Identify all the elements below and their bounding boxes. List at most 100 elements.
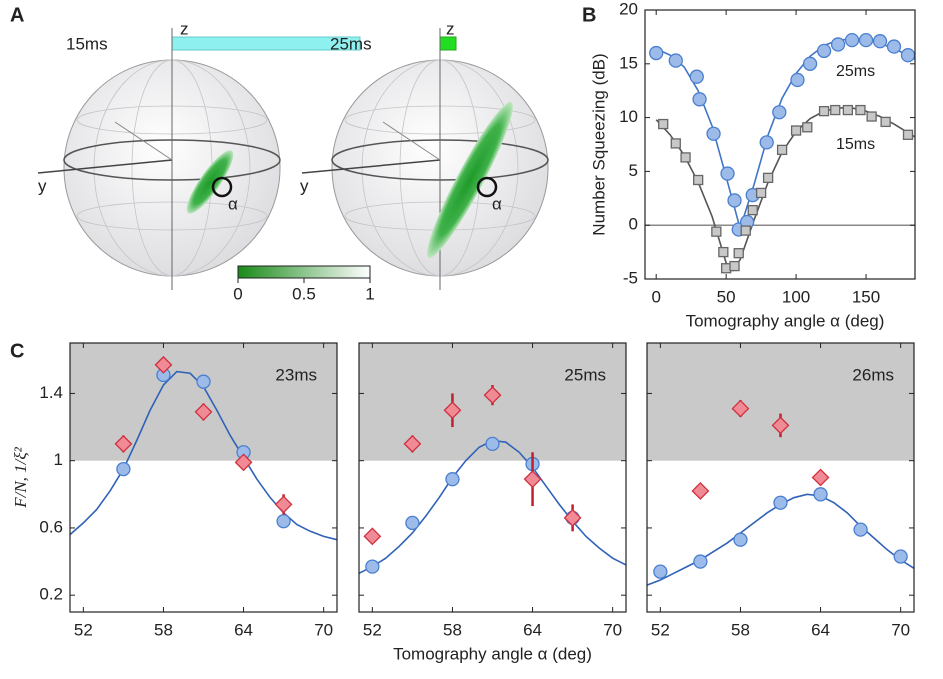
diamond-point bbox=[483, 386, 502, 405]
y-axis-label: F/N, 1/ξ² bbox=[11, 446, 30, 508]
circle-point bbox=[773, 495, 788, 510]
diamond-point bbox=[274, 495, 293, 514]
series-label: 15ms bbox=[836, 136, 875, 153]
circle-point bbox=[116, 461, 131, 477]
x-tick-label: 58 bbox=[443, 620, 462, 639]
shaded-region bbox=[70, 343, 337, 461]
circle-point bbox=[772, 105, 787, 120]
circle-point bbox=[893, 549, 908, 564]
x-tick-label: 52 bbox=[74, 620, 93, 639]
square-point bbox=[830, 104, 841, 116]
circle-point bbox=[886, 39, 902, 54]
y-tick-label: 10 bbox=[619, 107, 638, 126]
plot-frame bbox=[646, 342, 915, 613]
y-tick-label: 5 bbox=[629, 161, 638, 180]
time-label: 15ms bbox=[66, 34, 108, 53]
x-tick-label: 50 bbox=[717, 287, 736, 306]
fit-line bbox=[655, 107, 916, 272]
circle-point bbox=[759, 135, 774, 150]
diamond-point bbox=[731, 399, 750, 418]
circle-point bbox=[653, 564, 668, 579]
y-tick-label: -5 bbox=[623, 268, 638, 287]
y-tick-label: 0 bbox=[629, 215, 638, 234]
circle-point bbox=[816, 43, 832, 59]
fit-line bbox=[655, 38, 916, 232]
x-tick-label: 70 bbox=[314, 620, 333, 639]
circle-point bbox=[689, 69, 704, 84]
panel-label: B bbox=[582, 4, 596, 26]
x-tick-label: 52 bbox=[363, 620, 382, 639]
diamond-point bbox=[234, 453, 253, 472]
circle-point bbox=[668, 53, 683, 68]
circle-point bbox=[802, 56, 818, 71]
square-point bbox=[718, 246, 729, 258]
diamond-point bbox=[691, 482, 710, 500]
circle-point bbox=[872, 34, 888, 49]
y-tick-label: 1.4 bbox=[39, 383, 63, 402]
circle-point bbox=[405, 515, 420, 531]
circle-point bbox=[720, 166, 735, 181]
circle-point bbox=[365, 559, 380, 574]
circle-point bbox=[900, 48, 916, 63]
x-tick-label: 70 bbox=[891, 620, 910, 639]
x-tick-label: 58 bbox=[731, 620, 750, 639]
y-tick-label: 0.2 bbox=[39, 585, 63, 604]
square-point bbox=[842, 104, 853, 116]
panel-label: A bbox=[10, 4, 24, 26]
circle-point bbox=[853, 522, 868, 537]
subplot-title: 26ms bbox=[852, 365, 894, 384]
square-point bbox=[880, 116, 891, 128]
square-point bbox=[740, 225, 751, 236]
time-label: 25ms bbox=[330, 34, 372, 53]
circle-point bbox=[727, 193, 742, 208]
square-point bbox=[818, 105, 830, 117]
x-tick-label: 150 bbox=[852, 287, 880, 306]
diamond-point bbox=[771, 416, 790, 435]
plot-frame bbox=[644, 9, 916, 280]
shaded-region bbox=[647, 343, 914, 461]
diamond-point bbox=[811, 468, 830, 487]
diamond-point bbox=[114, 434, 133, 453]
x-tick-label: 0 bbox=[651, 287, 660, 306]
y-tick-label: 20 bbox=[619, 0, 638, 18]
square-point bbox=[670, 138, 681, 149]
colorbar-tick-label: 1 bbox=[365, 284, 374, 303]
square-point bbox=[680, 152, 691, 163]
y-axis-label: Number Squeezing (dB) bbox=[589, 53, 608, 235]
square-point bbox=[658, 118, 669, 130]
diamond-point bbox=[563, 508, 582, 527]
square-point bbox=[711, 226, 722, 237]
circle-point bbox=[693, 554, 708, 569]
diamond-point bbox=[154, 355, 173, 374]
colorbar bbox=[237, 265, 371, 279]
colorbar-tick-label: 0.5 bbox=[292, 284, 316, 303]
axis-label: z bbox=[446, 19, 455, 38]
y-tick-label: 1 bbox=[54, 450, 63, 469]
square-point bbox=[802, 122, 813, 133]
square-point bbox=[693, 174, 704, 186]
square-point bbox=[755, 187, 767, 199]
square-point bbox=[729, 260, 740, 272]
axis-label: y bbox=[38, 176, 47, 195]
circle-point bbox=[858, 32, 874, 48]
circle-point bbox=[813, 487, 828, 502]
square-point bbox=[776, 144, 788, 156]
circle-point bbox=[276, 514, 291, 529]
angle-label: α bbox=[228, 194, 238, 213]
square-point bbox=[902, 129, 914, 140]
square-point bbox=[855, 104, 866, 116]
x-tick-label: 64 bbox=[234, 620, 253, 639]
circle-point bbox=[485, 436, 500, 452]
axis-label: y bbox=[300, 176, 309, 195]
square-point bbox=[733, 248, 744, 259]
x-axis-label: Tomography angle α (deg) bbox=[686, 311, 885, 330]
circle-point bbox=[830, 37, 846, 52]
axis-label: z bbox=[180, 19, 189, 38]
y-tick-label: 15 bbox=[619, 53, 638, 72]
x-axis-label: Tomography angle α (deg) bbox=[393, 644, 592, 663]
square-point bbox=[747, 204, 758, 216]
diamond-point bbox=[363, 527, 382, 546]
x-tick-label: 100 bbox=[782, 287, 810, 306]
circle-point bbox=[844, 32, 860, 48]
x-tick-label: 64 bbox=[811, 620, 830, 639]
